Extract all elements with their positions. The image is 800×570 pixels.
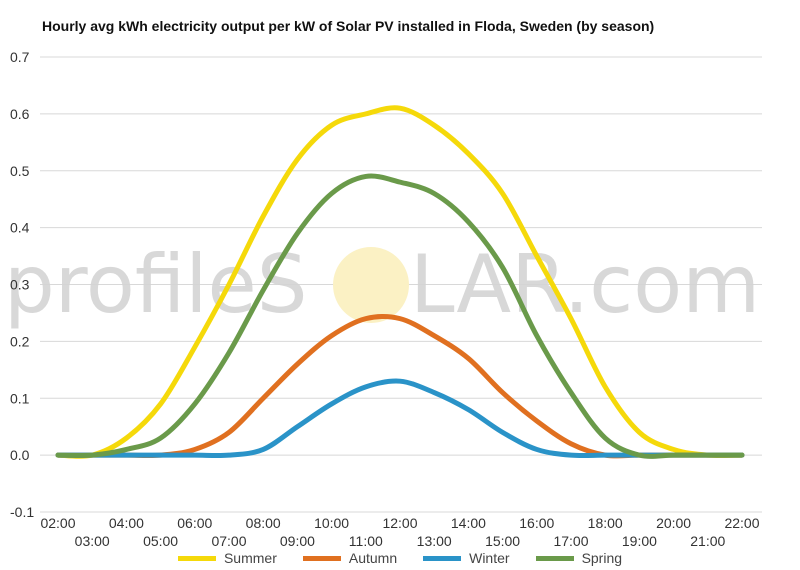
legend-label: Spring xyxy=(581,550,623,566)
y-tick-label: 0.0 xyxy=(10,447,30,463)
y-axis-ticks: -0.1 0.0 0.1 0.2 0.3 0.4 0.5 0.6 0.7 xyxy=(10,49,34,520)
legend-swatch xyxy=(535,555,574,561)
y-tick-label: 0.5 xyxy=(10,163,30,179)
x-tick-label: 04:00 xyxy=(109,515,144,531)
x-tick-label: 09:00 xyxy=(280,533,315,549)
legend-item-autumn[interactable]: Autumn xyxy=(302,550,398,566)
legend: Summer Autumn Winter Spring xyxy=(0,550,800,566)
x-tick-label: 11:00 xyxy=(349,533,383,549)
watermark-text-left: profileS xyxy=(4,238,307,331)
x-tick-label: 15:00 xyxy=(485,533,520,549)
x-tick-label: 10:00 xyxy=(314,515,349,531)
x-tick-label: 03:00 xyxy=(75,533,110,549)
y-tick-label: 0.6 xyxy=(10,106,30,122)
chart-title: Hourly avg kWh electricity output per kW… xyxy=(42,18,655,34)
series-line-spring xyxy=(55,173,745,459)
x-tick-label: 21:00 xyxy=(690,533,725,549)
x-tick-label: 07:00 xyxy=(211,533,246,549)
x-tick-label: 16:00 xyxy=(519,515,554,531)
legend-swatch xyxy=(423,555,462,561)
y-tick-label: 0.7 xyxy=(10,49,30,65)
watermark-sun-icon xyxy=(333,247,409,323)
y-tick-label: 0.1 xyxy=(10,390,30,406)
x-tick-label: 02:00 xyxy=(40,515,75,531)
x-tick-label: 19:00 xyxy=(622,533,657,549)
y-tick-label: 0.3 xyxy=(10,277,30,293)
legend-label: Summer xyxy=(223,550,277,566)
series-lines xyxy=(55,105,745,459)
watermark: profileS LAR.com xyxy=(4,238,760,331)
legend-item-spring[interactable]: Spring xyxy=(535,550,623,566)
x-tick-label: 14:00 xyxy=(451,515,486,531)
legend-label: Autumn xyxy=(348,550,398,566)
series-line-summer xyxy=(55,105,745,459)
x-tick-label: 08:00 xyxy=(246,515,281,531)
y-tick-label: -0.1 xyxy=(10,504,34,520)
y-tick-label: 0.4 xyxy=(10,220,30,236)
legend-swatch xyxy=(302,555,341,561)
x-tick-label: 05:00 xyxy=(143,533,178,549)
legend-swatch xyxy=(177,555,216,561)
legend-item-summer[interactable]: Summer xyxy=(177,550,277,566)
legend-item-winter[interactable]: Winter xyxy=(423,550,510,566)
y-tick-label: 0.2 xyxy=(10,333,30,349)
legend-label: Winter xyxy=(469,550,510,566)
series-line-winter xyxy=(55,378,745,459)
x-tick-label: 12:00 xyxy=(382,515,417,531)
x-tick-label: 18:00 xyxy=(588,515,623,531)
watermark-text-right: LAR.com xyxy=(410,238,760,331)
x-tick-label: 06:00 xyxy=(177,515,212,531)
x-tick-label: 13:00 xyxy=(417,533,452,549)
x-tick-label: 17:00 xyxy=(553,533,588,549)
x-tick-label: 22:00 xyxy=(724,515,759,531)
x-tick-label: 20:00 xyxy=(656,515,691,531)
